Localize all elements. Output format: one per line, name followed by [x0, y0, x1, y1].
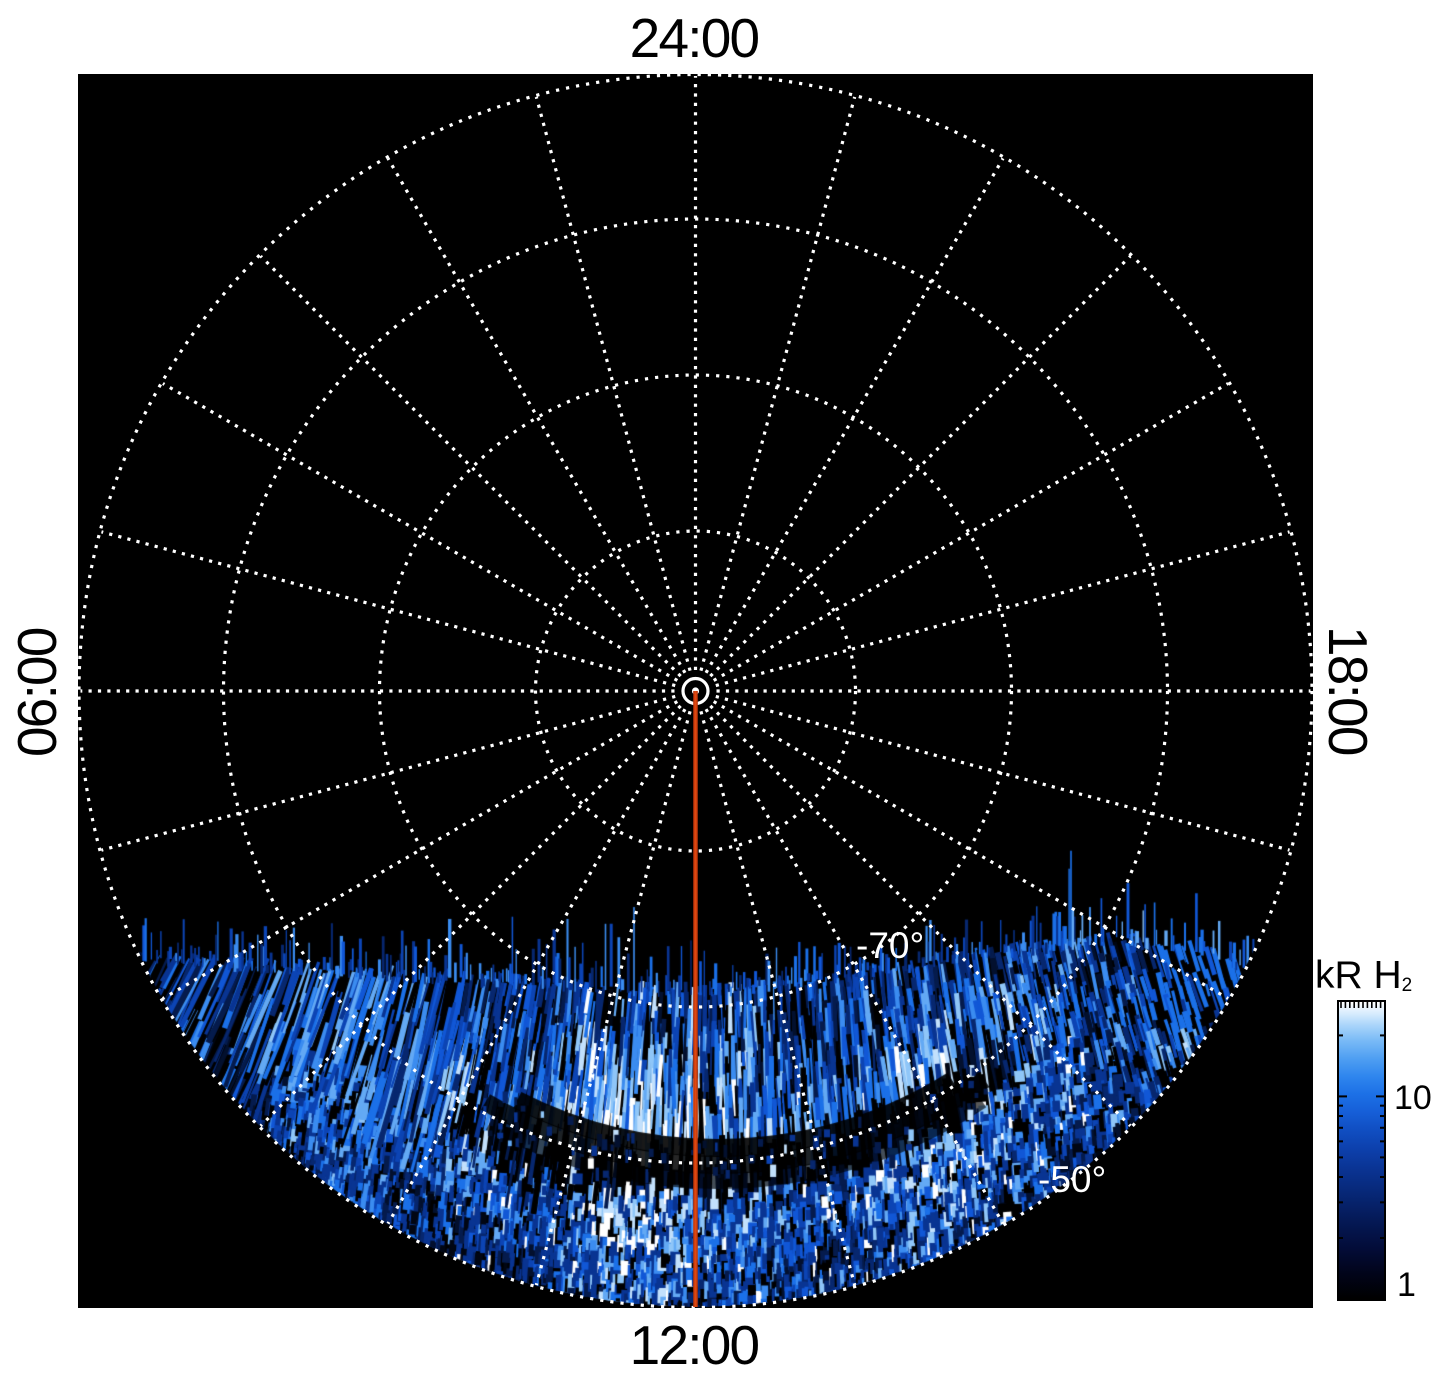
svg-text:-50°: -50°: [1038, 1159, 1106, 1200]
svg-text:-70°: -70°: [856, 925, 924, 966]
